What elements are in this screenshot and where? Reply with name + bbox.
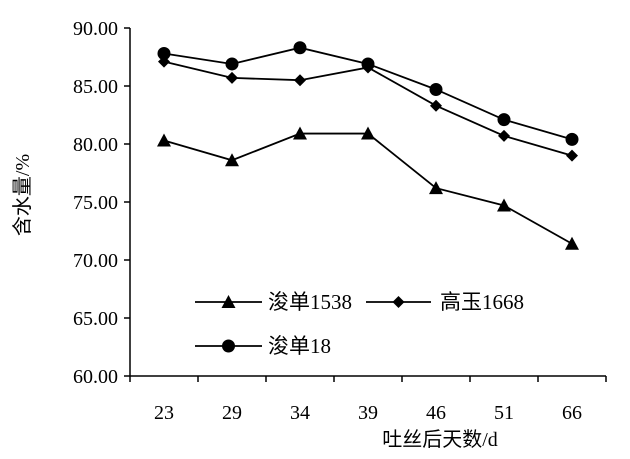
series-diamond [158,55,578,162]
data-point-circle [361,57,375,71]
x-axis-ticks: 23 29 34 39 46 51 66 [129,376,607,424]
data-point-diamond [294,74,306,87]
legend-label: 浚单1538 [268,290,352,314]
legend-label: 浚单18 [268,334,331,358]
y-tick-label: 80.00 [73,134,118,156]
data-point-circle [497,113,511,127]
legend-marker-triangle [221,295,236,308]
y-axis-label: 含水量/% [11,154,34,236]
series-line [163,60,573,157]
x-tick-label: 51 [494,402,514,424]
data-point-triangle [361,126,375,140]
data-point-triangle [497,198,511,212]
series-line [163,132,573,245]
y-tick-label: 60.00 [73,366,118,388]
x-tick-label: 23 [154,402,174,424]
legend: 浚单1538 高玉1668 浚单18 [195,290,524,358]
series-circle [157,41,579,146]
legend-marker-diamond [392,296,405,308]
data-point-triangle [565,236,579,250]
legend-item: 高玉1668 [366,290,524,314]
data-point-triangle [429,181,443,195]
data-point-diamond [566,149,578,162]
y-tick-label: 65.00 [73,308,118,330]
x-tick-label: 66 [562,402,582,424]
x-tick-label: 29 [222,402,242,424]
data-point-circle [293,41,307,55]
data-point-diamond [430,99,442,112]
data-point-diamond [226,71,238,84]
y-tick-label: 70.00 [73,250,118,272]
x-tick-label: 39 [358,402,378,424]
x-tick-label: 34 [290,402,310,424]
data-point-circle [565,132,579,146]
data-point-triangle [225,153,239,167]
data-point-circle [157,47,171,61]
x-tick-label: 46 [426,402,446,424]
legend-marker-circle [222,339,235,353]
data-point-triangle [293,126,307,140]
series-layer [157,41,579,250]
y-tick-label: 75.00 [73,192,118,214]
x-axis-label: 吐丝后天数/d [382,428,498,451]
data-point-circle [225,57,239,71]
series-triangle [157,126,579,250]
legend-item: 浚单18 [195,334,331,358]
axes [129,28,606,377]
y-tick-label: 90.00 [73,18,118,40]
data-point-circle [429,82,443,96]
data-point-triangle [157,133,171,147]
y-axis-ticks: 60.00 65.00 70.00 75.00 80.00 85.00 90.00 [73,18,130,388]
legend-label: 高玉1668 [440,290,524,314]
data-point-diamond [498,129,510,142]
legend-item: 浚单1538 [195,290,352,314]
y-tick-label: 85.00 [73,76,118,98]
